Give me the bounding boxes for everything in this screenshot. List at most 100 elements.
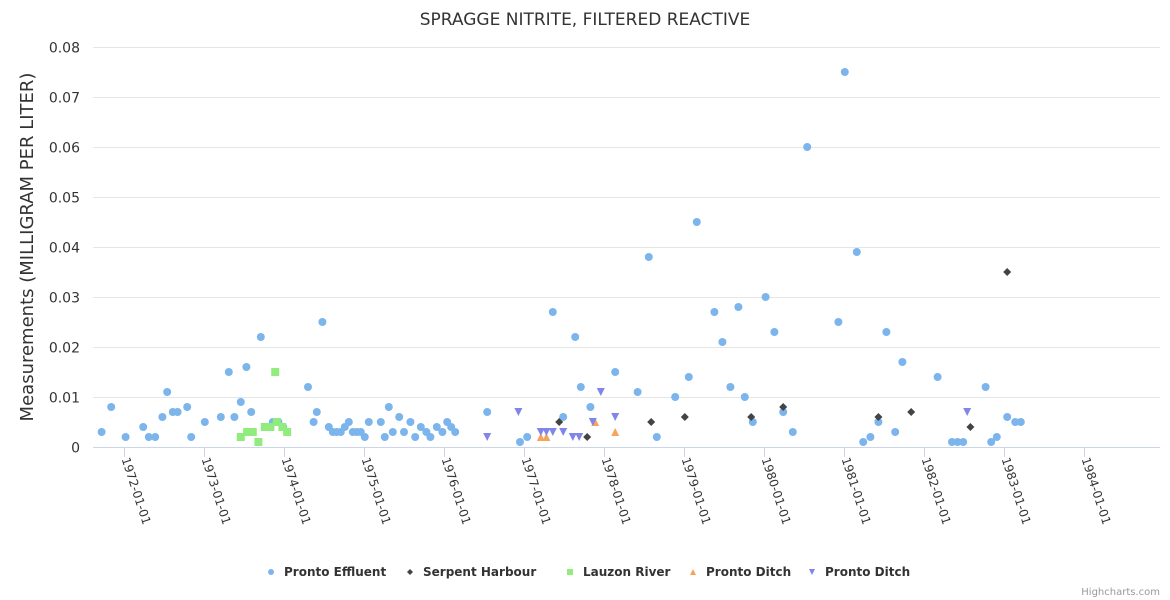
data-point[interactable]: [426, 433, 435, 441]
data-point[interactable]: [266, 423, 275, 431]
legend-marker-icon[interactable]: [567, 569, 573, 575]
data-point[interactable]: [740, 393, 749, 401]
data-point[interactable]: [384, 403, 393, 411]
data-point[interactable]: [236, 398, 245, 406]
data-point[interactable]: [248, 428, 257, 436]
data-point[interactable]: [644, 253, 653, 261]
data-point[interactable]: [680, 413, 689, 421]
data-point[interactable]: [874, 413, 883, 421]
data-point[interactable]: [891, 428, 900, 436]
data-point[interactable]: [770, 328, 779, 336]
data-point[interactable]: [158, 413, 167, 421]
data-point[interactable]: [536, 433, 545, 441]
data-point[interactable]: [734, 303, 743, 311]
legend-marker-icon[interactable]: [809, 569, 815, 575]
data-point[interactable]: [611, 428, 620, 436]
data-point[interactable]: [611, 413, 620, 421]
data-point[interactable]: [568, 433, 577, 441]
data-point[interactable]: [187, 433, 196, 441]
data-point[interactable]: [1011, 418, 1020, 426]
data-point[interactable]: [1016, 418, 1025, 426]
data-point[interactable]: [575, 433, 584, 441]
data-point[interactable]: [318, 318, 327, 326]
data-point[interactable]: [542, 428, 551, 436]
data-point[interactable]: [483, 408, 492, 416]
legend-marker-icon[interactable]: [268, 569, 274, 575]
data-point[interactable]: [953, 438, 962, 446]
data-point[interactable]: [224, 368, 233, 376]
data-point[interactable]: [866, 433, 875, 441]
data-point[interactable]: [803, 143, 812, 151]
data-point[interactable]: [859, 438, 868, 446]
data-point[interactable]: [260, 423, 269, 431]
data-point[interactable]: [309, 418, 318, 426]
data-point[interactable]: [559, 428, 568, 436]
data-point[interactable]: [364, 418, 373, 426]
data-point[interactable]: [882, 328, 891, 336]
data-point[interactable]: [1003, 268, 1012, 276]
data-point[interactable]: [483, 433, 492, 441]
data-point[interactable]: [718, 338, 727, 346]
credits[interactable]: Highcharts.com: [1081, 587, 1160, 598]
data-point[interactable]: [451, 428, 460, 436]
data-point[interactable]: [183, 403, 192, 411]
data-point[interactable]: [571, 333, 580, 341]
data-point[interactable]: [611, 368, 620, 376]
data-point[interactable]: [963, 408, 972, 416]
data-point[interactable]: [898, 358, 907, 366]
data-point[interactable]: [542, 433, 551, 441]
data-point[interactable]: [516, 438, 524, 446]
data-point[interactable]: [411, 433, 420, 441]
data-point[interactable]: [852, 248, 861, 256]
data-point[interactable]: [243, 428, 252, 436]
legend-marker-icon[interactable]: [690, 569, 696, 575]
legend-item[interactable]: Pronto Ditch: [809, 565, 910, 579]
data-point[interactable]: [788, 428, 797, 436]
data-point[interactable]: [121, 433, 130, 441]
data-point[interactable]: [380, 433, 389, 441]
data-point[interactable]: [432, 423, 441, 431]
data-point[interactable]: [987, 438, 996, 446]
data-point[interactable]: [376, 418, 385, 426]
data-point[interactable]: [588, 418, 597, 426]
data-point[interactable]: [907, 408, 916, 416]
data-point[interactable]: [388, 428, 397, 436]
data-point[interactable]: [216, 413, 225, 421]
data-point[interactable]: [438, 428, 447, 436]
data-point[interactable]: [647, 418, 656, 426]
data-point[interactable]: [312, 408, 321, 416]
data-point[interactable]: [559, 413, 568, 421]
data-point[interactable]: [247, 408, 256, 416]
data-point[interactable]: [97, 428, 106, 436]
data-point[interactable]: [254, 438, 263, 446]
data-point[interactable]: [144, 433, 153, 441]
data-point[interactable]: [344, 418, 353, 426]
data-point[interactable]: [671, 393, 680, 401]
data-point[interactable]: [272, 418, 281, 426]
legend-item[interactable]: Serpent Harbour: [407, 565, 536, 579]
data-point[interactable]: [652, 433, 661, 441]
data-point[interactable]: [406, 418, 415, 426]
data-point[interactable]: [576, 383, 585, 391]
data-point[interactable]: [548, 428, 557, 436]
data-point[interactable]: [139, 423, 148, 431]
legend-item[interactable]: Pronto Ditch: [690, 565, 791, 579]
data-point[interactable]: [163, 388, 172, 396]
data-point[interactable]: [416, 423, 425, 431]
data-point[interactable]: [236, 433, 245, 441]
data-point[interactable]: [779, 408, 788, 416]
data-point[interactable]: [710, 308, 719, 316]
data-point[interactable]: [173, 408, 182, 416]
legend-marker-icon[interactable]: [407, 569, 413, 575]
data-point[interactable]: [959, 438, 968, 446]
data-point[interactable]: [874, 418, 883, 426]
data-point[interactable]: [514, 408, 523, 416]
data-point[interactable]: [779, 403, 788, 411]
data-point[interactable]: [933, 373, 942, 381]
data-point[interactable]: [747, 413, 756, 421]
data-point[interactable]: [586, 403, 595, 411]
data-point[interactable]: [1003, 413, 1012, 421]
data-point[interactable]: [360, 433, 369, 441]
data-point[interactable]: [548, 308, 557, 316]
data-point[interactable]: [948, 438, 956, 446]
